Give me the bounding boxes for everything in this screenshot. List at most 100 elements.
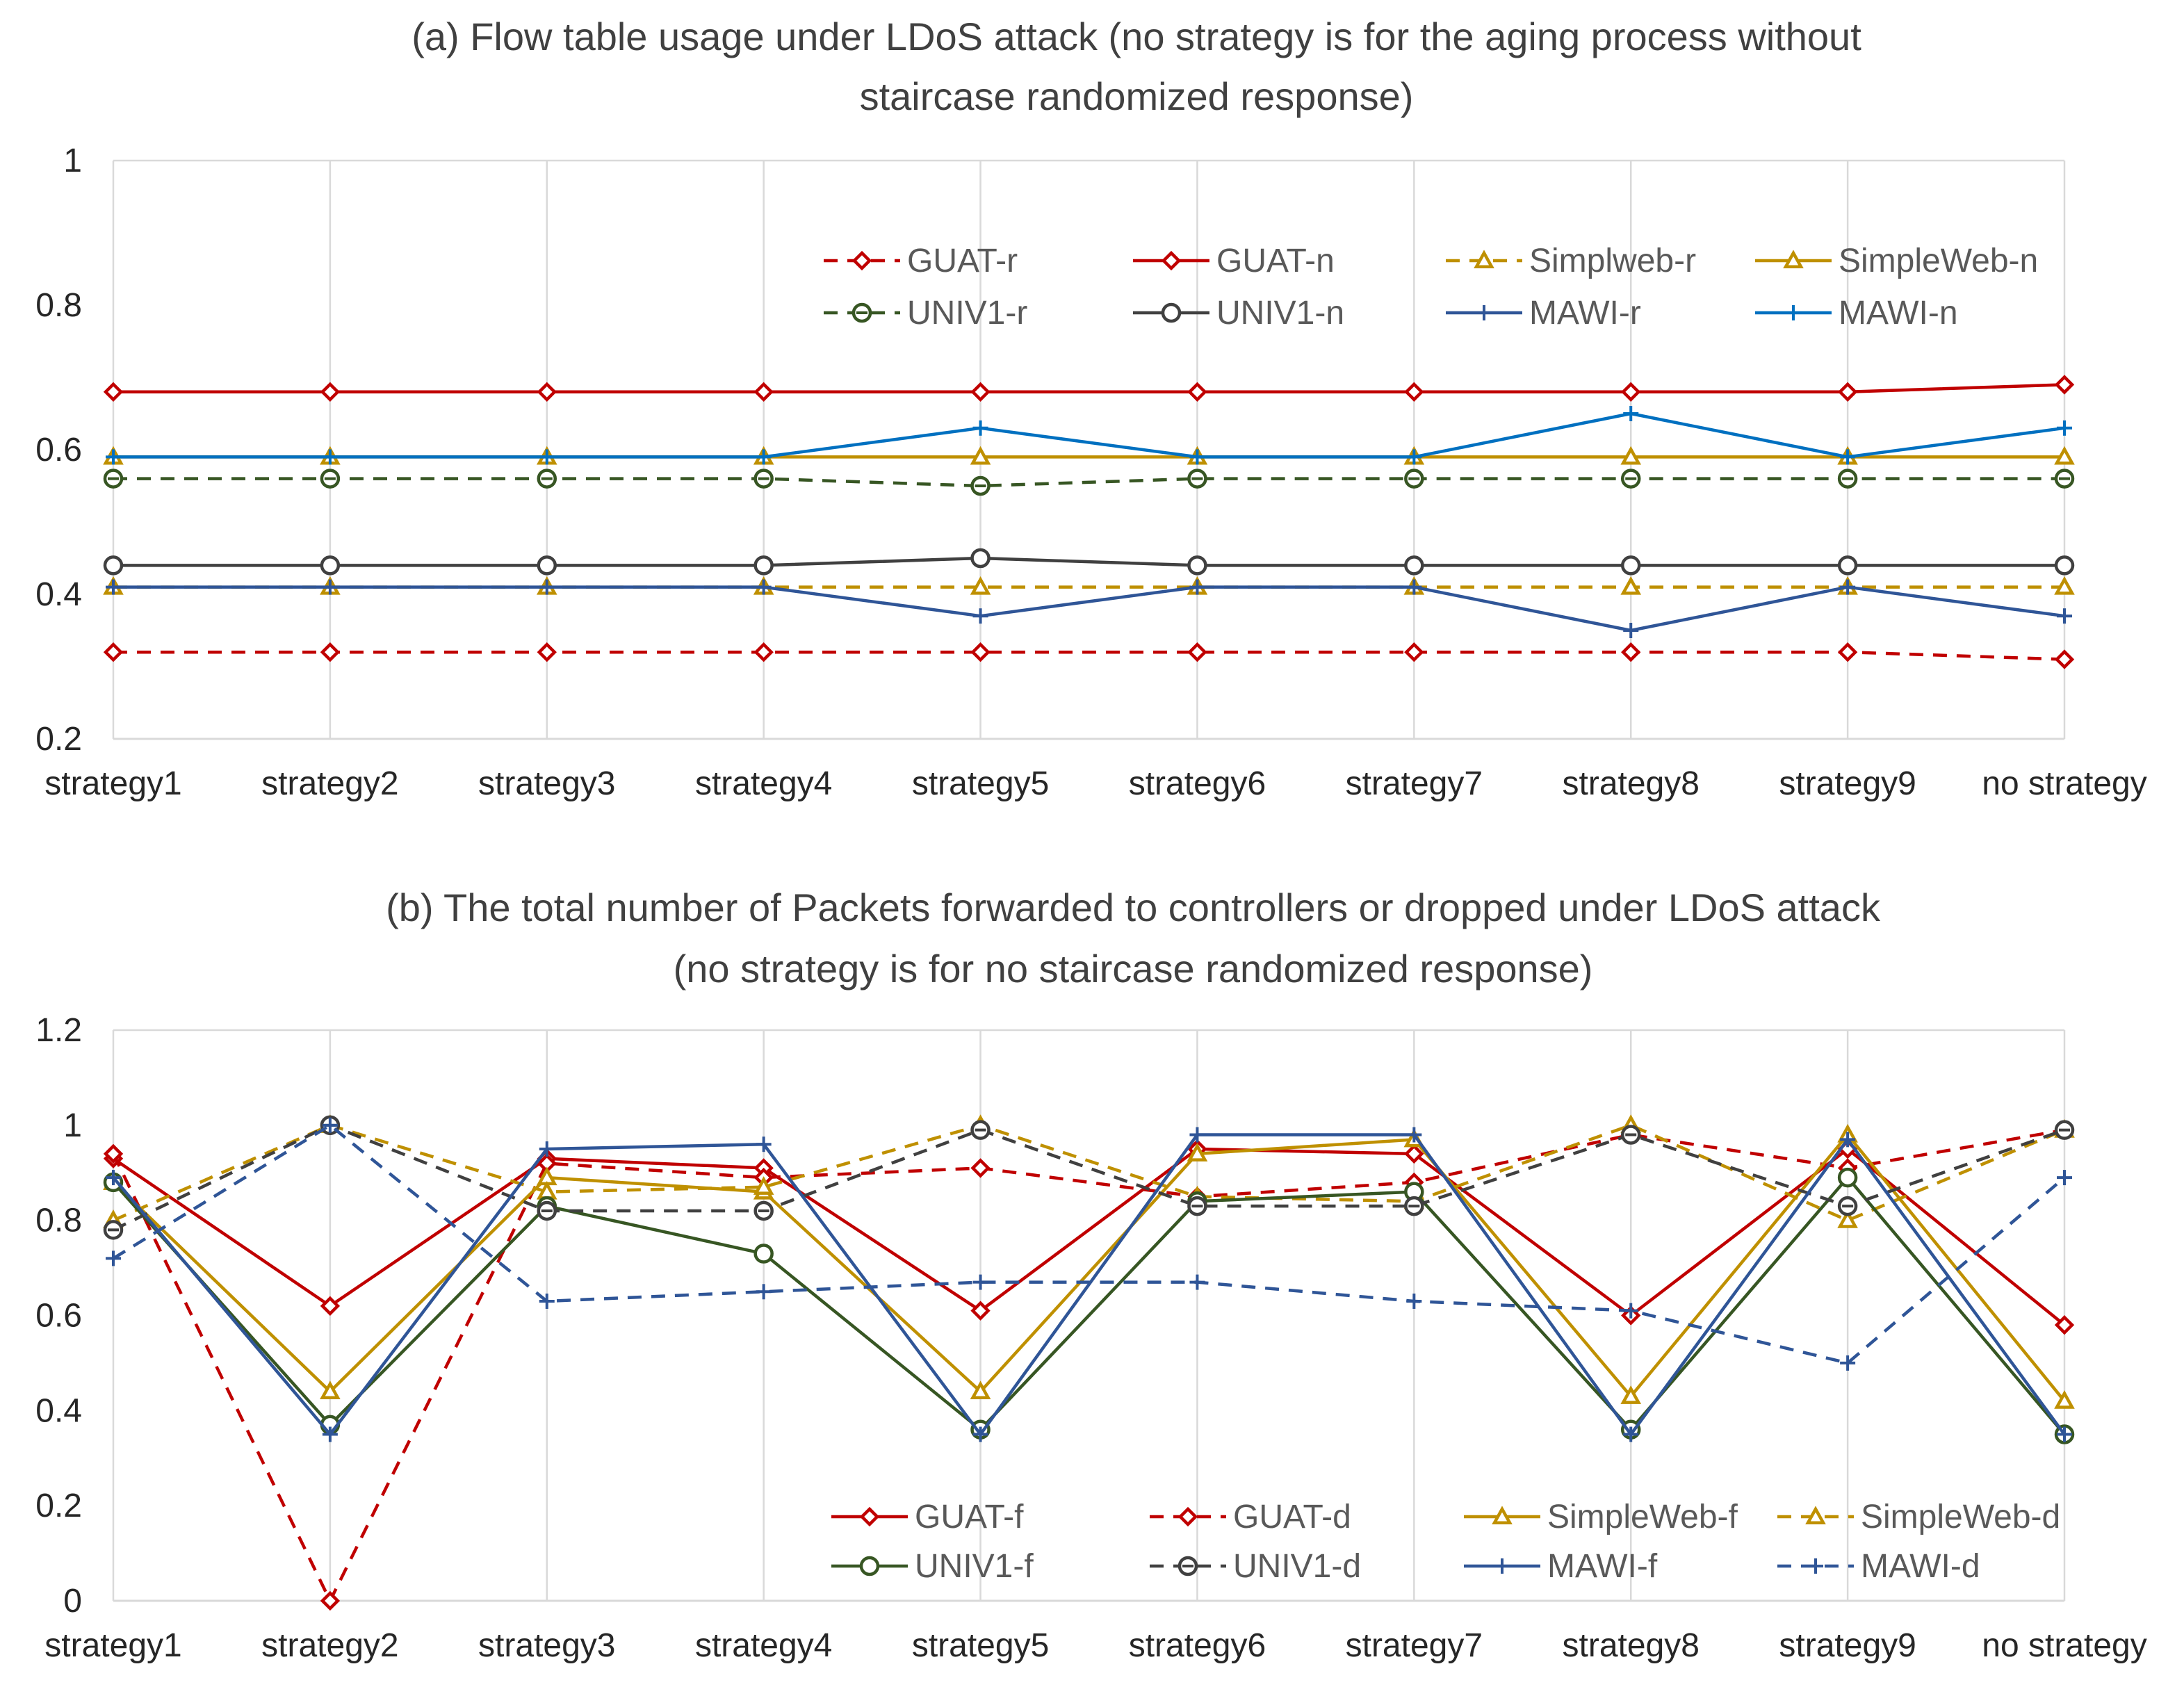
legend-marker-SimpleWeb-n — [1783, 250, 1804, 269]
chart-2-point-SimpleWeb-d-9 — [1837, 1209, 1858, 1228]
chart-2-point-SimpleWeb-f-5 — [970, 1380, 991, 1400]
chart-1-ytick-label: 0.6 — [35, 432, 82, 468]
chart-2: (b) The total number of Packets forwarde… — [35, 886, 2146, 1664]
chart-1-series-UNIV1-r — [103, 468, 2075, 496]
legend-label-MAWI-n: MAWI-n — [1839, 295, 1958, 332]
chart-2-ytick-label: 0.4 — [35, 1392, 82, 1429]
legend-label-GUAT-r: GUAT-r — [907, 243, 1018, 279]
chart-2-xtick-label: strategy2 — [261, 1627, 398, 1664]
legend-label-SimpleWeb-f: SimpleWeb-f — [1547, 1499, 1738, 1535]
chart-2-point-GUAT-f-7 — [1404, 1143, 1424, 1164]
chart-2-point-GUAT-f-10 — [2054, 1315, 2075, 1335]
chart-1-series-line-MAWI-r — [113, 585, 2065, 633]
chart-1-xtick-label: no strategy — [1982, 765, 2146, 802]
chart-1-series-line-MAWI-n — [113, 411, 2065, 459]
chart-1-point-UNIV1-n-6 — [1187, 555, 1207, 576]
chart-1-point-GUAT-n-3 — [537, 382, 557, 402]
chart-1-point-GUAT-n-8 — [1621, 382, 1641, 402]
legend-label-SimpleWeb-n: SimpleWeb-n — [1839, 243, 2038, 279]
chart-2-series-MAWI-f — [106, 1127, 2072, 1442]
chart-2-ytick-label: 1.2 — [35, 1012, 82, 1049]
chart-2-series-line-SimpleWeb-f — [112, 1133, 2066, 1403]
chart-1-point-UNIV1-n-3 — [537, 555, 557, 576]
chart-2-series-SimpleWeb-d — [103, 1114, 2075, 1228]
legend-marker-UNIV1-f — [859, 1556, 880, 1576]
chart-1-point-SimpleWeb-n-5 — [970, 446, 991, 465]
chart-1-point-SimpleWeb-n-10 — [2054, 446, 2075, 465]
chart-1: (a) Flow table usage under LDoS attack (… — [35, 15, 2146, 802]
chart-1-point-GUAT-n-9 — [1837, 382, 1858, 402]
legend-label-MAWI-d: MAWI-d — [1861, 1548, 1980, 1585]
legend-label-SimpleWeb-d: SimpleWeb-d — [1861, 1499, 2060, 1535]
chart-1-xtick-label: strategy9 — [1779, 765, 1916, 802]
chart-1-point-GUAT-r-4 — [753, 642, 774, 662]
chart-2-point-GUAT-f-5 — [970, 1301, 991, 1321]
chart-2-point-SimpleWeb-f-2 — [320, 1380, 341, 1400]
chart-1-point-UNIV1-n-4 — [753, 555, 774, 576]
chart-2-series-line-UNIV1-f — [112, 1175, 2066, 1435]
chart-2-series-line-GUAT-d — [111, 1128, 2065, 1603]
chart-1-point-UNIV1-n-9 — [1837, 555, 1858, 576]
chart-2-title-line-1: (b) The total number of Packets forwarde… — [386, 886, 1881, 929]
chart-2-series-line-SimpleWeb-d — [113, 1123, 2065, 1222]
legend-label-UNIV1-d: UNIV1-d — [1233, 1548, 1361, 1585]
chart-1-point-GUAT-r-2 — [320, 642, 341, 662]
chart-2-xtick-label: no strategy — [1982, 1627, 2146, 1664]
chart-1-series-MAWI-r — [106, 579, 2072, 638]
chart-2-ytick-label: 0.8 — [35, 1203, 82, 1239]
legend-label-GUAT-d: GUAT-d — [1233, 1499, 1351, 1535]
chart-1-series-line-UNIV1-n — [113, 556, 2064, 567]
chart-1-point-GUAT-n-7 — [1404, 382, 1424, 402]
chart-2-series-UNIV1-f — [103, 1167, 2075, 1444]
chart-2-series-line-MAWI-f — [112, 1133, 2066, 1436]
chart-1-point-GUAT-n-5 — [970, 382, 991, 402]
chart-1-point-UNIV1-n-2 — [320, 555, 341, 576]
chart-1-title-line-1: (a) Flow table usage under LDoS attack (… — [411, 15, 1861, 58]
chart-2-xtick-label: strategy5 — [912, 1627, 1049, 1664]
chart-2-point-UNIV1-f-4 — [753, 1244, 774, 1264]
chart-1-ytick-label: 0.2 — [35, 721, 82, 758]
chart-2-legend: GUAT-f GUAT-d SimpleWeb-f SimpleWeb-d UNIV1-… — [831, 1499, 2060, 1585]
chart-2-point-UNIV1-f-9 — [1837, 1167, 1858, 1188]
chart-1-point-UNIV1-n-8 — [1620, 555, 1641, 576]
chart-2-xtick-label: strategy6 — [1129, 1627, 1266, 1664]
chart-1-point-GUAT-r-10 — [2054, 649, 2075, 669]
chart-1-point-UNIV1-n-5 — [970, 548, 991, 569]
chart-1-point-Simplweb-r-8 — [1620, 576, 1642, 595]
chart-1-point-GUAT-n-1 — [103, 382, 124, 402]
chart-1-point-UNIV1-n-7 — [1404, 555, 1424, 576]
legend-label-UNIV1-f: UNIV1-f — [915, 1548, 1034, 1585]
chart-2-ytick-label: 0 — [63, 1583, 82, 1620]
chart-2-title-line-2: (no strategy is for no staircase randomi… — [674, 947, 1593, 991]
chart-2-xtick-label: strategy4 — [695, 1627, 832, 1664]
chart-1-ytick-label: 0.4 — [35, 576, 82, 613]
chart-1-series-GUAT-n — [103, 375, 2075, 402]
legend-label-GUAT-f: GUAT-f — [915, 1499, 1024, 1535]
chart-1-xtick-label: strategy1 — [44, 765, 181, 802]
chart-1-series-line-GUAT-r — [113, 650, 2065, 661]
chart-1-series-MAWI-n — [106, 406, 2072, 465]
chart-1-point-SimpleWeb-n-8 — [1620, 446, 1642, 465]
chart-2-xtick-label: strategy7 — [1346, 1627, 1483, 1664]
chart-2-xtick-label: strategy9 — [1779, 1627, 1916, 1664]
chart-1-legend: GUAT-r GUAT-n Simplweb-r SimpleWeb-n UNIV1-r… — [824, 243, 2038, 332]
chart-1-xtick-label: strategy7 — [1346, 765, 1483, 802]
legend-label-MAWI-f: MAWI-f — [1547, 1548, 1658, 1585]
chart-1-point-UNIV1-n-1 — [103, 555, 124, 576]
chart-2-xtick-label: strategy1 — [44, 1627, 181, 1664]
chart-2-series-SimpleWeb-f — [103, 1123, 2075, 1409]
chart-1-ytick-label: 1 — [63, 142, 82, 179]
chart-2-xtick-label: strategy3 — [478, 1627, 615, 1664]
legend-marker-UNIV1-n — [1161, 302, 1182, 323]
legend-marker-GUAT-r — [851, 250, 872, 271]
chart-1-point-GUAT-r-6 — [1187, 642, 1207, 662]
chart-1-series-line-GUAT-n — [113, 383, 2065, 394]
chart-2-point-SimpleWeb-f-10 — [2054, 1390, 2075, 1409]
chart-1-series-line-UNIV1-r — [113, 477, 2064, 488]
chart-1-point-UNIV1-n-10 — [2054, 555, 2075, 576]
legend-marker-Simplweb-r — [1474, 250, 1494, 269]
chart-1-xtick-label: strategy3 — [478, 765, 615, 802]
chart-2-series-GUAT-d — [103, 1120, 2075, 1611]
chart-1-point-GUAT-n-10 — [2054, 375, 2075, 395]
